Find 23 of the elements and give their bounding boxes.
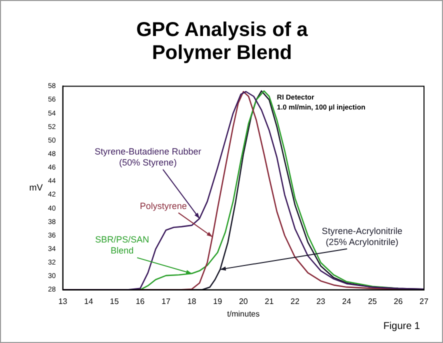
series-label: Styrene-Butadiene Rubber (50% Styrene)	[94, 146, 202, 168]
text: Polystyrene	[140, 200, 187, 211]
x-tick-label: 13	[58, 296, 68, 306]
x-axis-title: t/minutes	[227, 309, 260, 318]
x-tick-label: 25	[368, 296, 378, 306]
caption: Figure 1	[383, 321, 420, 332]
x-tick-label: 27	[420, 296, 429, 306]
x-tick-label: 14	[84, 296, 94, 306]
x-tick-label: 17	[162, 296, 171, 306]
y-axis-title: mV	[29, 182, 43, 192]
x-tick-label: 23	[316, 296, 326, 306]
x-tick-label: 26	[394, 296, 404, 306]
x-tick-label: 21	[264, 296, 274, 306]
x-tick-label: 16	[136, 296, 146, 306]
x-tick-label: 19	[213, 296, 223, 306]
text: SBR/PS/SAN Blend	[95, 234, 150, 256]
x-tick-label: 20	[238, 296, 248, 306]
x-tick-label: 22	[290, 296, 300, 306]
chart-title: GPC Analysis of a Polymer Blend	[135, 19, 309, 65]
x-tick-label: 18	[187, 296, 197, 306]
series-label: Styrene-Acrylonitrile (25% Acrylonitrile)	[322, 226, 402, 247]
x-tick-label: 15	[110, 296, 120, 306]
x-tick-label: 24	[342, 296, 352, 306]
